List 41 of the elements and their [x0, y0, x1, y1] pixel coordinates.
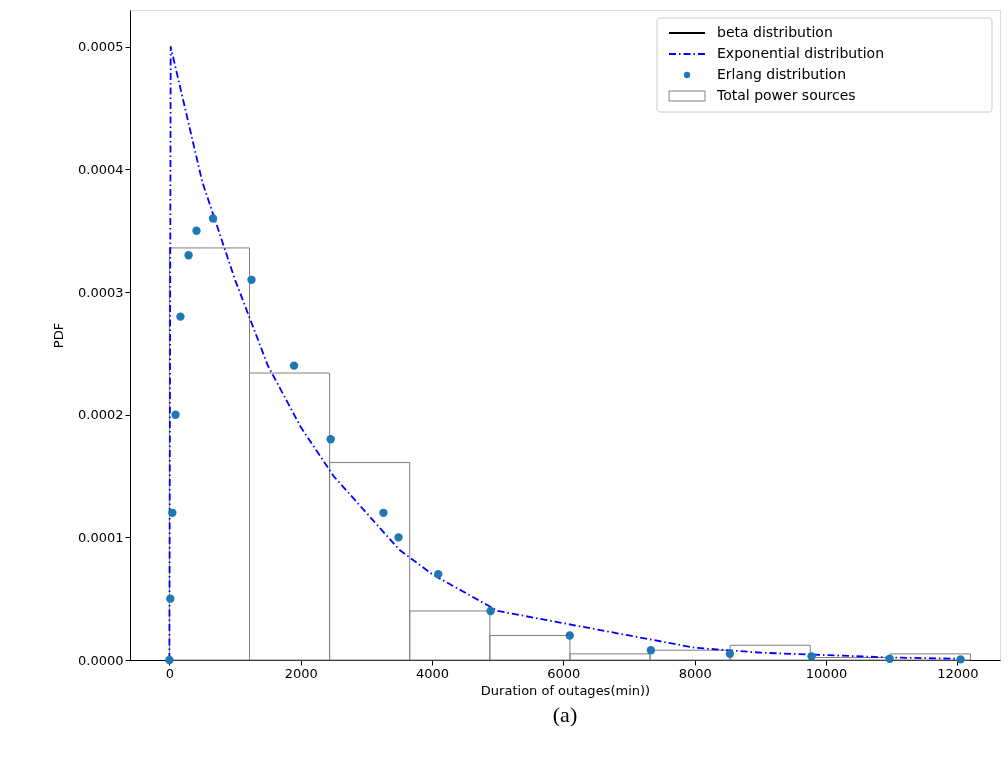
y-tick-label: 0.0001 — [78, 529, 124, 545]
y-tick-label: 0.0005 — [78, 39, 124, 55]
point — [956, 655, 965, 664]
y-tick-label: 0.0002 — [78, 407, 124, 423]
point — [168, 508, 177, 517]
y-tick-label: 0.0004 — [78, 161, 124, 177]
legend-label: Exponential distribution — [717, 45, 885, 61]
y-tick-label: 0.0003 — [78, 284, 124, 300]
x-tick-label: 10000 — [805, 665, 848, 681]
point — [184, 251, 193, 260]
point — [247, 275, 256, 284]
text: (a) — [552, 702, 578, 727]
point — [289, 361, 299, 370]
point — [176, 312, 185, 321]
x-tick-label: 0 — [165, 665, 175, 681]
point — [434, 569, 443, 579]
point — [486, 606, 495, 616]
legend-label: Erlang distribution — [717, 66, 847, 82]
point — [379, 508, 388, 517]
x-tick-label: 8000 — [678, 665, 712, 681]
point — [171, 410, 180, 419]
point — [807, 652, 816, 661]
x-tick-label: 2000 — [284, 665, 318, 681]
x-tick-label: 6000 — [547, 665, 581, 681]
point — [885, 654, 894, 663]
point — [565, 631, 574, 640]
point — [166, 594, 175, 603]
y-axis-title: PDF — [51, 322, 67, 349]
point — [208, 214, 218, 223]
legend-label: Total power sources — [716, 87, 856, 103]
x-tick-label: 12000 — [937, 665, 979, 681]
y-tick-label: 0.0000 — [78, 652, 124, 668]
point — [326, 435, 335, 444]
x-axis-title: Duration of outages(min)) — [480, 682, 651, 698]
point — [192, 226, 201, 235]
point — [646, 646, 656, 655]
legend-label: beta distribution — [717, 24, 833, 40]
point — [165, 655, 174, 665]
point — [725, 649, 735, 659]
point — [394, 533, 403, 542]
x-tick-label: 4000 — [415, 665, 450, 681]
